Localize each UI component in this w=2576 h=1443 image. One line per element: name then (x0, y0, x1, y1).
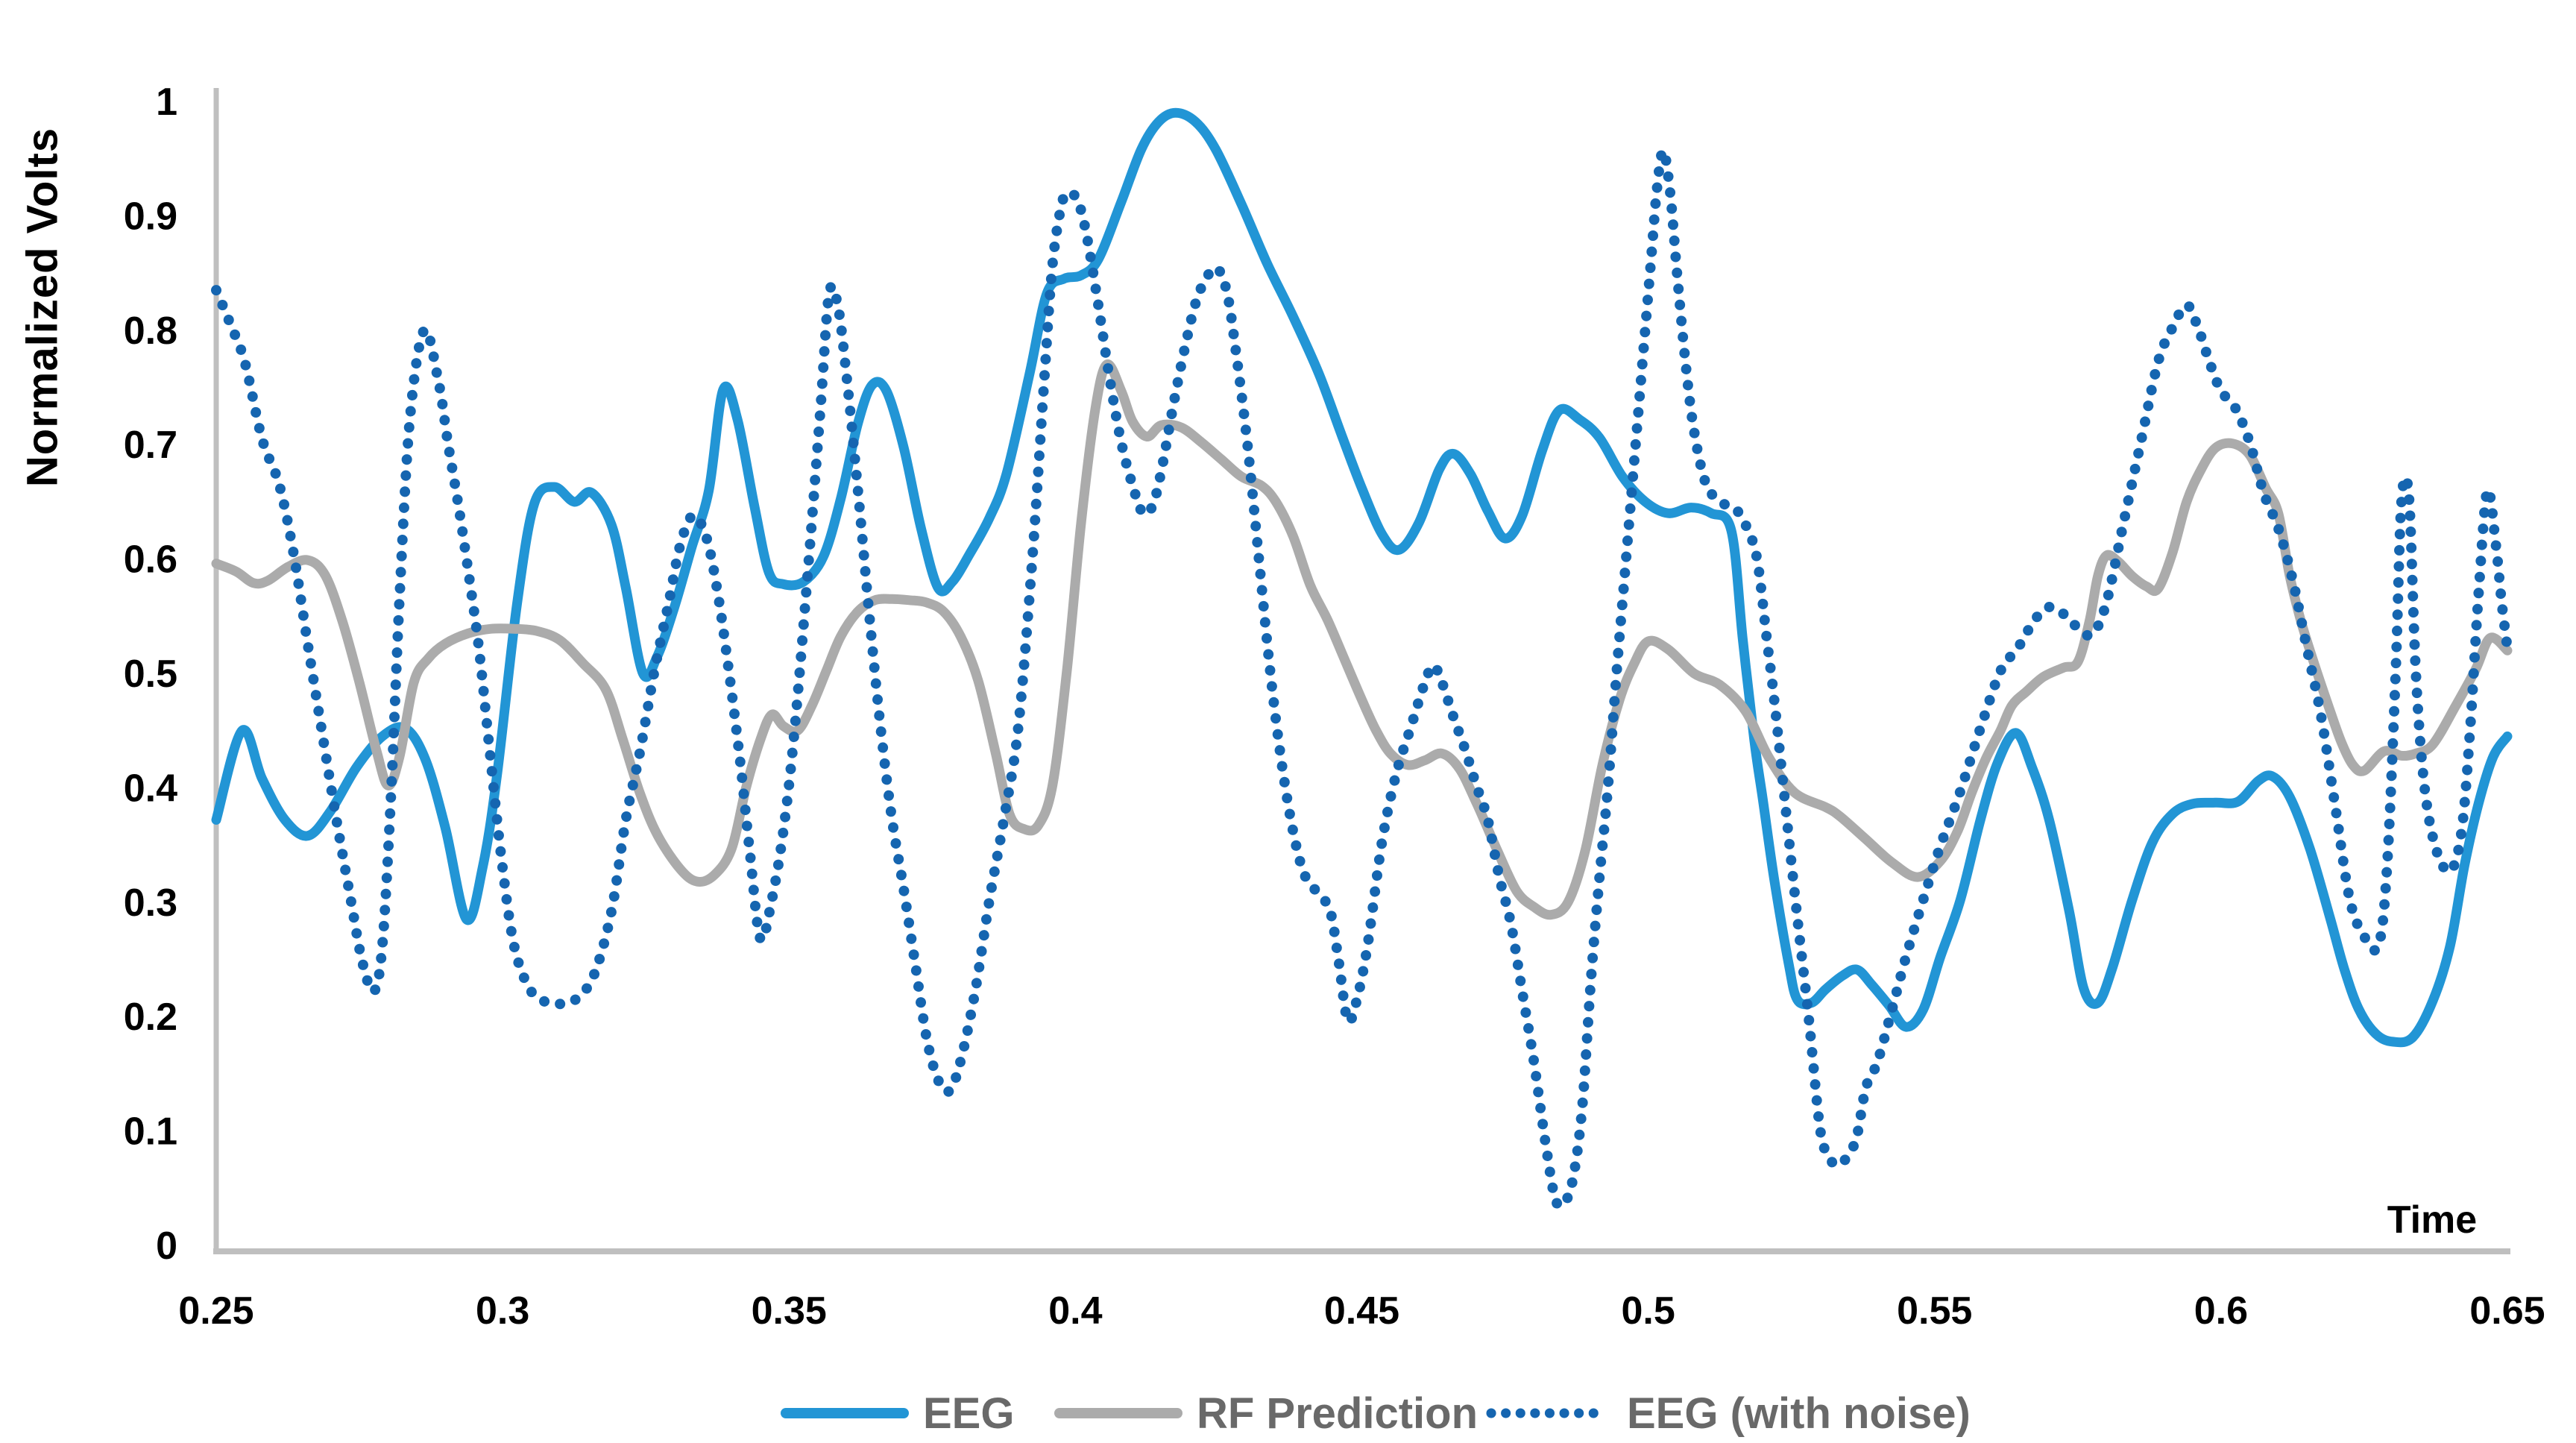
legend-item-eeg: EEG (780, 1389, 1015, 1438)
legend-label-eeg: EEG (923, 1389, 1015, 1438)
x-tick-label: 0.25 (178, 1289, 253, 1333)
x-tick-label: 0.45 (1324, 1289, 1399, 1333)
eeg-noise-dotted-swatch-icon (1486, 1408, 1613, 1418)
x-axis-title: Time (2387, 1198, 2478, 1242)
y-tick-label: 0 (156, 1224, 177, 1268)
series-line-eeg-with-noise (211, 145, 2513, 1212)
y-tick-label: 0.7 (124, 424, 177, 467)
x-tick-label: 0.35 (752, 1289, 827, 1333)
series-line-rf-prediction (211, 359, 2513, 920)
eeg-line-swatch-icon (781, 1408, 909, 1418)
legend: EEG RF Prediction EEG (with noise) (0, 1389, 2576, 1438)
x-tick-label: 0.3 (476, 1289, 529, 1333)
x-tick-label: 0.55 (1897, 1289, 1972, 1333)
y-tick-label: 1 (156, 81, 177, 124)
x-tick-label: 0.6 (2194, 1289, 2248, 1333)
y-tick-label: 0.2 (124, 996, 177, 1039)
y-tick-label: 0.5 (124, 653, 177, 696)
legend-label-eeg-with-noise: EEG (with noise) (1627, 1389, 1971, 1438)
y-tick-label: 0.1 (124, 1110, 177, 1154)
y-axis-title: Normalized Volts (18, 127, 67, 488)
rf-prediction-line-swatch-icon (1054, 1408, 1182, 1418)
y-tick-label: 0.9 (124, 195, 177, 238)
series-line-eeg (211, 107, 2513, 1048)
x-tick-label: 0.65 (2469, 1289, 2545, 1333)
y-tick-label: 0.3 (124, 881, 177, 925)
legend-label-rf-prediction: RF Prediction (1197, 1389, 1478, 1438)
legend-item-rf-prediction: RF Prediction (1054, 1389, 1478, 1438)
y-tick-label: 0.8 (124, 309, 177, 353)
x-tick-label: 0.5 (1621, 1289, 1675, 1333)
x-tick-label: 0.4 (1048, 1289, 1102, 1333)
y-tick-label: 0.6 (124, 538, 177, 582)
y-tick-label: 0.4 (124, 767, 177, 810)
legend-item-eeg-with-noise: EEG (with noise) (1484, 1389, 1971, 1438)
